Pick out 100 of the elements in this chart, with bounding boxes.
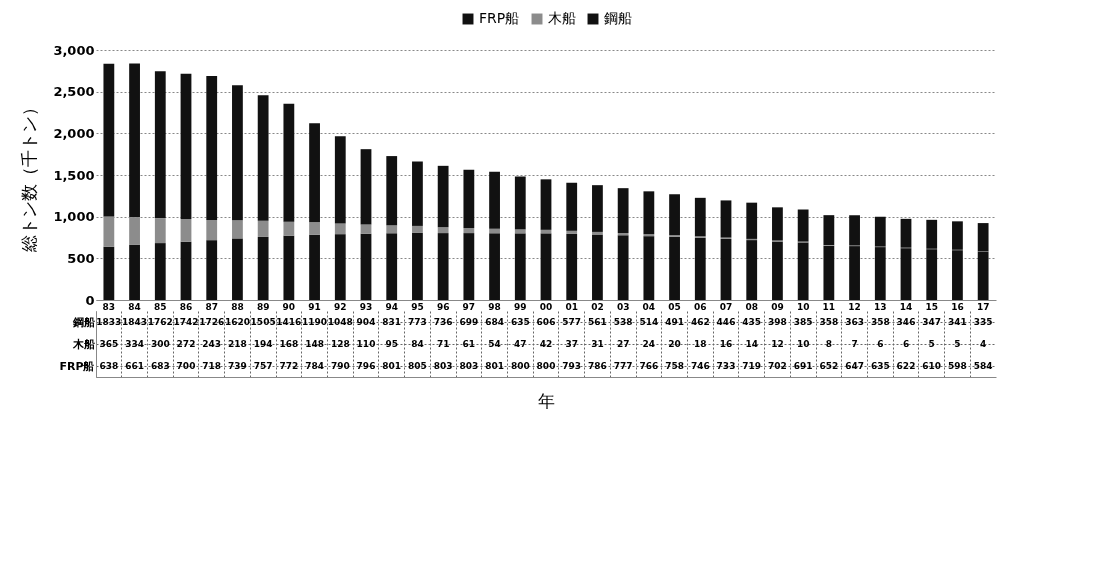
text: 木船 <box>72 337 95 351</box>
data-label: 168 <box>279 339 299 349</box>
y-tick-label: 1,000 <box>53 209 95 225</box>
data-label: 805 <box>408 361 427 371</box>
data-label: 800 <box>536 361 556 371</box>
data-label: 1843 <box>122 317 148 327</box>
data-label: 803 <box>459 361 479 371</box>
x-tick-label: 04 <box>642 301 656 312</box>
data-label: 733 <box>716 361 736 371</box>
data-label: 647 <box>845 361 864 371</box>
data-label: 635 <box>870 361 890 371</box>
x-tick-label: 12 <box>848 301 861 312</box>
x-axis-title: 年 <box>538 390 555 411</box>
y-tick-label: 1,500 <box>53 167 95 183</box>
data-label: 684 <box>485 317 504 327</box>
data-label: 801 <box>485 361 504 371</box>
data-label: 766 <box>639 361 659 371</box>
data-label: 4 <box>980 339 987 349</box>
data-label: 538 <box>613 317 633 327</box>
y-tick-label: 2,000 <box>53 125 95 141</box>
legend-label: FRP船 <box>479 10 520 26</box>
data-label: 24 <box>642 339 656 349</box>
x-tick-label: 85 <box>154 301 167 312</box>
data-label: 346 <box>896 317 916 327</box>
data-label: 772 <box>279 361 299 371</box>
data-label: 598 <box>948 361 967 371</box>
x-tick-label: 15 <box>925 301 938 312</box>
data-label: 652 <box>819 361 839 371</box>
x-tick-label: 90 <box>282 301 296 312</box>
data-label: 777 <box>613 361 633 371</box>
data-label: 14 <box>745 339 758 349</box>
x-tick-label: 91 <box>308 301 321 312</box>
data-label: 699 <box>459 317 479 327</box>
data-label: 47 <box>514 339 527 349</box>
x-tick-label: 98 <box>488 301 501 312</box>
x-tick-label: 05 <box>668 301 681 312</box>
data-label: 790 <box>330 361 350 371</box>
data-label: 718 <box>202 361 222 371</box>
data-label: 1762 <box>147 317 173 327</box>
data-label: 784 <box>305 361 324 371</box>
data-label: 61 <box>462 339 476 349</box>
data-label: 18 <box>694 339 707 349</box>
x-tick-label: 17 <box>976 301 990 312</box>
x-tick-label: 88 <box>231 301 244 312</box>
data-label: 1416 <box>276 317 302 327</box>
data-label: 635 <box>510 317 530 327</box>
x-tick-label: 89 <box>256 301 270 312</box>
data-label: 5 <box>954 339 961 349</box>
data-label: 638 <box>99 361 119 371</box>
data-label: 6 <box>902 339 910 349</box>
x-tick-label: 07 <box>719 301 733 312</box>
x-tick-label: 00 <box>539 301 553 312</box>
data-label: 10 <box>796 339 810 349</box>
data-label: 610 <box>922 361 942 371</box>
data-label: 435 <box>742 317 762 327</box>
y-tick-label: 2,500 <box>53 84 95 100</box>
data-label: 358 <box>819 317 839 327</box>
data-label: 385 <box>793 317 813 327</box>
data-label: 1048 <box>327 317 353 327</box>
data-label: 831 <box>382 317 402 327</box>
data-label: 20 <box>668 339 681 349</box>
x-tick-label: 03 <box>616 301 630 312</box>
data-label: 12 <box>771 339 784 349</box>
data-label: 71 <box>436 339 450 349</box>
data-label: 757 <box>253 361 273 371</box>
x-tick-label: 92 <box>334 301 347 312</box>
data-label: 584 <box>973 361 993 371</box>
data-label: 54 <box>488 339 501 349</box>
y-axis-title: 総トン数（千トン） <box>19 99 40 253</box>
data-label: 746 <box>690 361 710 371</box>
data-label: 801 <box>382 361 402 371</box>
x-tick-label: 84 <box>128 301 141 312</box>
data-label: 800 <box>510 361 530 371</box>
data-label: 300 <box>150 339 170 349</box>
data-label: 606 <box>536 317 556 327</box>
x-tick-label: 08 <box>745 301 758 312</box>
data-label: 1742 <box>173 317 199 327</box>
data-label: 37 <box>565 339 578 349</box>
data-label: 334 <box>125 339 144 349</box>
data-label: 691 <box>793 361 813 371</box>
x-tick-label: 01 <box>565 301 578 312</box>
data-label: 42 <box>539 339 553 349</box>
text: FRP船 <box>59 359 95 373</box>
data-label: 719 <box>742 361 762 371</box>
data-label: 739 <box>228 361 247 371</box>
data-label: 5 <box>928 339 935 349</box>
data-label: 148 <box>305 339 324 349</box>
data-label: 446 <box>716 317 736 327</box>
x-tick-label: 87 <box>205 301 218 312</box>
data-label: 773 <box>408 317 427 327</box>
x-tick-label: 11 <box>822 301 836 312</box>
x-tick-label: 83 <box>102 301 116 312</box>
x-tick-label: 16 <box>951 301 964 312</box>
x-tick-label: 96 <box>436 301 450 312</box>
legend-label: 鋼船 <box>604 10 632 26</box>
data-label: 84 <box>411 339 424 349</box>
data-label: 7 <box>851 339 858 349</box>
x-tick-label: 93 <box>359 301 373 312</box>
text: 鋼船 <box>72 315 95 329</box>
x-tick-label: 14 <box>899 301 913 312</box>
